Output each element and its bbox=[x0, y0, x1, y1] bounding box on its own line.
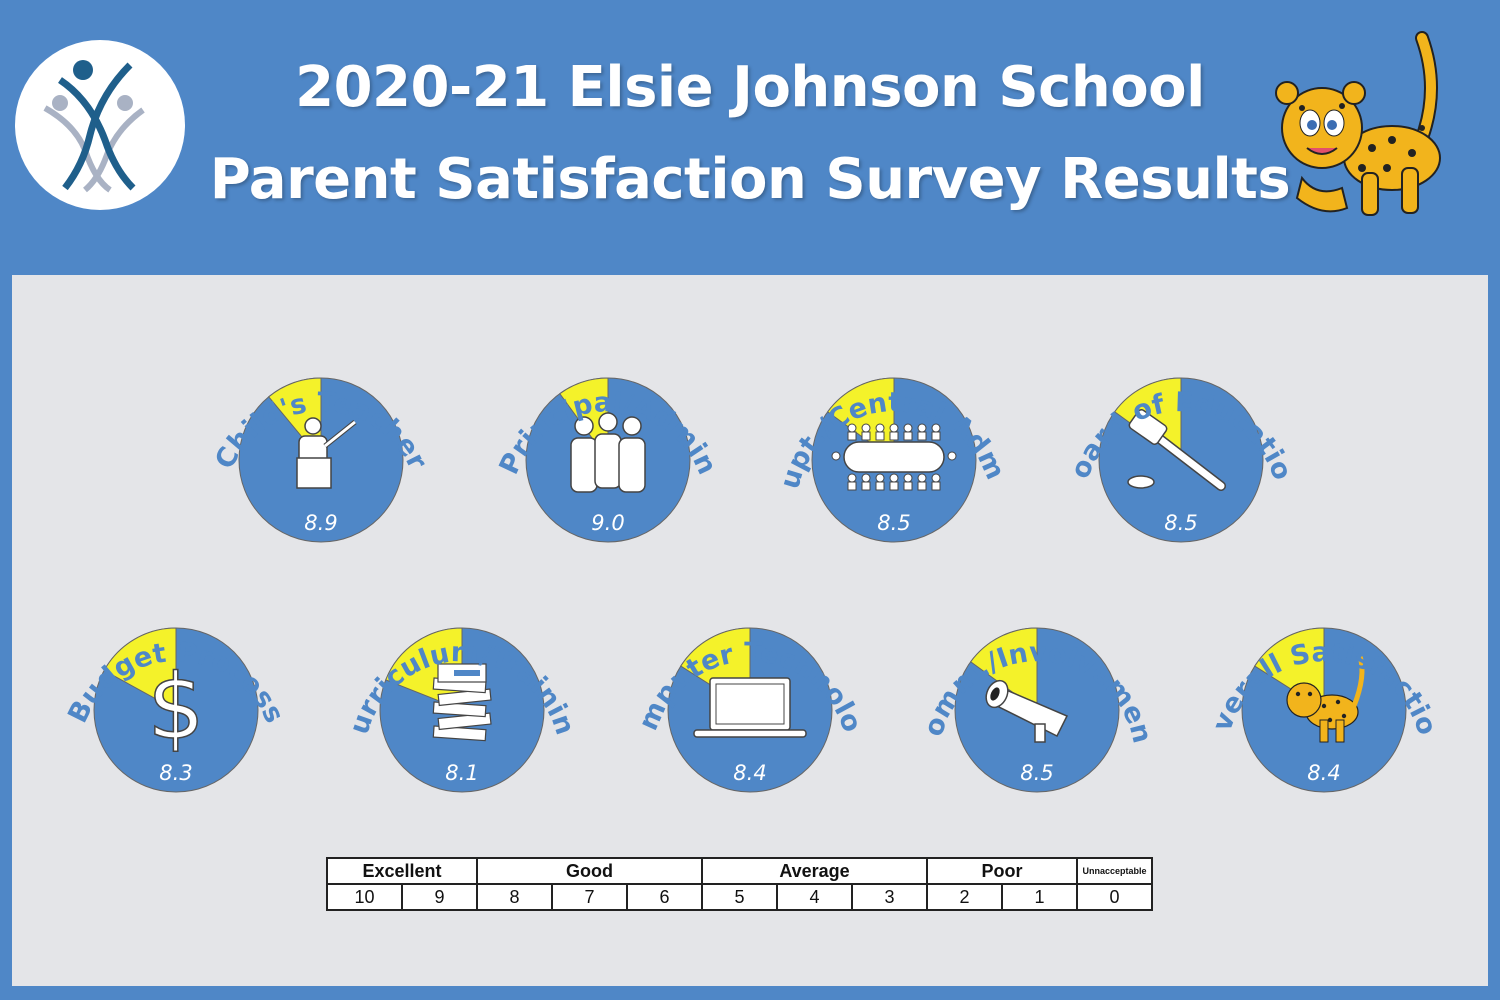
scale-number: 5 bbox=[701, 883, 778, 911]
pie-value-label: 8.5 bbox=[1020, 761, 1053, 785]
pie-value-label: 8.5 bbox=[877, 511, 910, 535]
scale-number: 1 bbox=[1001, 883, 1078, 911]
pie-category-label: Curriculum/Training bbox=[0, 0, 580, 739]
pie-category-label: Supt./Central Admin bbox=[0, 0, 1011, 492]
pie-category-label: Computer Technology bbox=[0, 0, 868, 736]
scale-number: 10 bbox=[326, 883, 403, 911]
dollar-icon: $ bbox=[147, 654, 206, 761]
svg-text:$: $ bbox=[147, 655, 204, 760]
header: 2020-21 Elsie Johnson School Parent Sati… bbox=[0, 0, 1500, 275]
scale-category-poor: Poor bbox=[926, 857, 1078, 885]
district-logo bbox=[15, 40, 185, 210]
scale-category-average: Average bbox=[701, 857, 928, 885]
leopard-icon bbox=[1286, 655, 1365, 743]
scale-number: 2 bbox=[926, 883, 1003, 911]
pie-value-label: 8.9 bbox=[304, 511, 337, 535]
scale-number: 9 bbox=[401, 883, 478, 911]
pie-value-label: 9.0 bbox=[591, 511, 624, 535]
gavel-icon bbox=[1127, 409, 1226, 491]
pie-remainder-slice bbox=[969, 627, 1038, 711]
scale-category-good: Good bbox=[476, 857, 703, 885]
megaphone-icon bbox=[985, 679, 1069, 743]
people-logo-icon bbox=[43, 60, 145, 193]
title-line-2: Parent Satisfaction Survey Results bbox=[209, 147, 1291, 212]
pie-remainder-slice bbox=[103, 627, 177, 711]
pie-value-label: 8.4 bbox=[733, 761, 766, 785]
scale-number: 4 bbox=[776, 883, 853, 911]
pie-value-label: 8.5 bbox=[1164, 511, 1197, 535]
scale-number: 0 bbox=[1076, 883, 1153, 911]
leopard-mascot-icon bbox=[1275, 31, 1441, 216]
pie-value-label: 8.3 bbox=[159, 761, 192, 785]
conference-table-icon bbox=[831, 423, 957, 491]
pie-value-label: 8.1 bbox=[445, 761, 478, 785]
rating-scale-table: Excellent Good Average Poor Unnacceptabl… bbox=[326, 857, 1153, 911]
pie-category-label: Overall Satisfaction bbox=[0, 0, 1443, 739]
scale-number: 7 bbox=[551, 883, 628, 911]
books-icon bbox=[432, 663, 492, 742]
scale-category-excellent: Excellent bbox=[326, 857, 478, 885]
scale-number: 8 bbox=[476, 883, 553, 911]
scale-category-unacceptable: Unnacceptable bbox=[1076, 857, 1153, 885]
teacher-icon bbox=[296, 417, 357, 489]
scale-number: 6 bbox=[626, 883, 703, 911]
scale-number: 3 bbox=[851, 883, 928, 911]
laptop-icon bbox=[693, 677, 807, 738]
group-icon bbox=[570, 412, 646, 493]
title-line-1: 2020-21 Elsie Johnson School bbox=[295, 55, 1205, 120]
pie-value-label: 8.4 bbox=[1307, 761, 1340, 785]
